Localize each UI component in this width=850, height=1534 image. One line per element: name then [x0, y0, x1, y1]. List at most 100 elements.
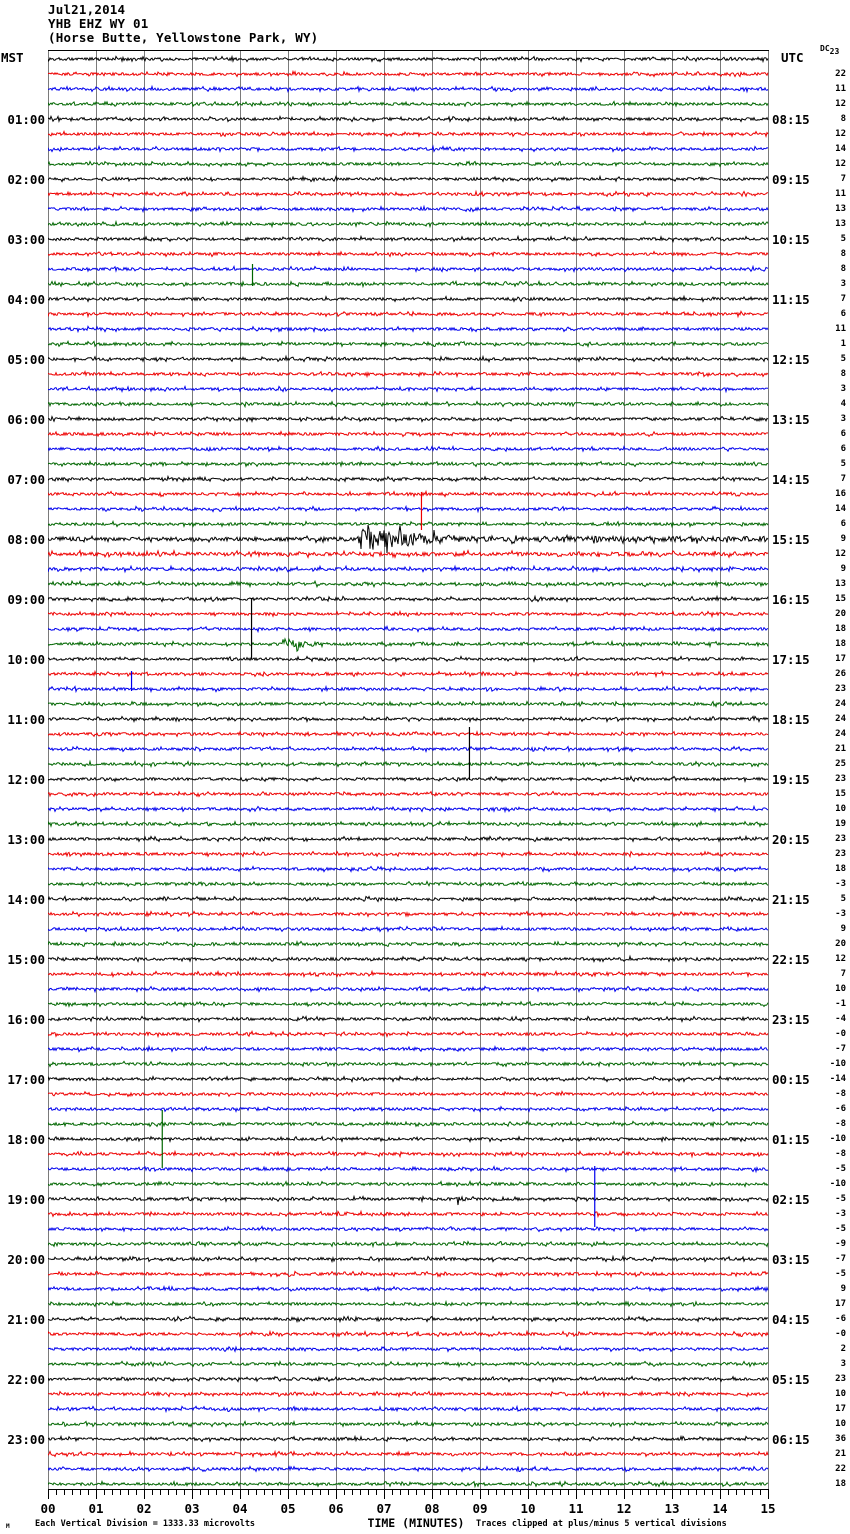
x-tick-label: 00	[40, 1501, 56, 1516]
dc-value: 8	[840, 369, 846, 379]
trace-row	[48, 1135, 769, 1144]
footer-clip-note: Traces clipped at plus/minus 5 vertical …	[476, 1519, 727, 1529]
trace-row	[48, 819, 769, 829]
dc-value: -14	[829, 1074, 846, 1084]
dc-value: 6	[840, 444, 846, 454]
dc-value: 25	[835, 759, 846, 769]
right-time-label: 15:15	[772, 532, 810, 547]
trace-row	[48, 234, 769, 243]
dc-value: 13	[835, 579, 846, 589]
trace-row	[48, 969, 768, 978]
trace-row	[48, 564, 769, 574]
dc-value: 11	[835, 84, 846, 94]
right-time-label: 16:15	[772, 592, 810, 607]
trace-row	[48, 519, 769, 529]
trace-row	[48, 129, 769, 138]
dc-value: 7	[840, 969, 846, 979]
trace-row	[48, 684, 769, 694]
trace-row	[48, 548, 769, 559]
left-time-label: 14:00	[7, 892, 45, 907]
dc-value: -5	[835, 1164, 846, 1174]
trace-row	[48, 1029, 769, 1039]
dc-value: -8	[835, 1089, 846, 1099]
trace-row	[48, 189, 768, 198]
trace-row	[48, 834, 769, 843]
dc-value: -10	[829, 1179, 846, 1189]
dc-value: 18	[835, 624, 846, 634]
trace-row	[48, 1285, 769, 1293]
right-time-label: 13:15	[772, 412, 810, 427]
trace-row	[48, 730, 769, 738]
trace-row	[48, 924, 769, 933]
trace-row	[48, 325, 769, 334]
left-time-label: 04:00	[7, 292, 45, 307]
dc-value: 1	[840, 339, 846, 349]
left-time-label: 02:00	[7, 172, 45, 187]
header-date: Jul21,2014	[48, 2, 126, 17]
trace-row	[48, 1075, 769, 1083]
trace-row	[48, 54, 769, 64]
dc-value: 3	[840, 279, 846, 289]
right-time-label: 01:15	[772, 1132, 810, 1147]
dc-value: 21	[835, 1449, 846, 1459]
dc-value: -5	[835, 1224, 846, 1234]
x-tick-label: 08	[424, 1501, 440, 1516]
dc-value: -6	[835, 1104, 846, 1114]
trace-row	[48, 279, 769, 289]
trace-row	[48, 790, 769, 798]
trace-row	[48, 100, 769, 108]
right-time-label: 23:15	[772, 1012, 810, 1027]
trace-row	[48, 524, 769, 554]
dc-value: -10	[829, 1059, 846, 1069]
dc-value: 17	[835, 654, 846, 664]
trace-row	[48, 354, 769, 363]
trace-row	[48, 579, 768, 589]
footer-scale-note: Each Vertical Division = 1333.33 microvo…	[35, 1519, 256, 1529]
dc-value: -7	[835, 1044, 846, 1054]
trace-row	[48, 1105, 769, 1113]
x-tick-label: 06	[328, 1501, 344, 1516]
dc-value: 17	[835, 1404, 846, 1414]
left-time-label: 09:00	[7, 592, 45, 607]
left-time-label: 15:00	[7, 952, 45, 967]
trace-row	[48, 219, 769, 229]
dc-value: 6	[840, 519, 846, 529]
dc-value: 23	[835, 684, 846, 694]
right-time-label: 09:15	[772, 172, 810, 187]
right-time-label: 18:15	[772, 712, 810, 727]
x-tick-label: 13	[664, 1501, 680, 1516]
dc-header-first-value: 23	[829, 47, 840, 56]
trace-row	[48, 340, 769, 348]
trace-row	[48, 1225, 769, 1233]
dc-value: 23	[835, 1374, 846, 1384]
left-time-label: 12:00	[7, 772, 45, 787]
right-time-label: 21:15	[772, 892, 810, 907]
trace-row	[48, 637, 769, 653]
dc-value: 8	[840, 264, 846, 274]
trace-row	[48, 459, 769, 468]
dc-value: 6	[840, 309, 846, 319]
x-tick-label: 07	[376, 1501, 392, 1516]
trace-row	[48, 759, 769, 769]
trace-row	[48, 1404, 769, 1414]
trace-row	[48, 1000, 769, 1008]
dc-value: 24	[835, 729, 846, 739]
right-time-label: 08:15	[772, 112, 810, 127]
x-tick-label: 14	[712, 1501, 728, 1516]
trace-row	[48, 609, 769, 619]
dc-value: 17	[835, 1299, 846, 1309]
right-time-label: 22:15	[772, 952, 810, 967]
left-time-label: 08:00	[7, 532, 45, 547]
left-time-label: 07:00	[7, 472, 45, 487]
dc-value: -4	[835, 1014, 846, 1024]
trace-row	[48, 1044, 769, 1053]
trace-row	[48, 385, 768, 394]
dc-value: -3	[835, 1209, 846, 1219]
dc-value: -5	[835, 1269, 846, 1279]
left-time-label: 18:00	[7, 1132, 45, 1147]
dc-value: 20	[835, 939, 846, 949]
dc-value: 12	[835, 129, 846, 139]
left-time-label: 01:00	[7, 112, 45, 127]
trace-row	[48, 370, 769, 379]
dc-value: -6	[835, 1314, 846, 1324]
